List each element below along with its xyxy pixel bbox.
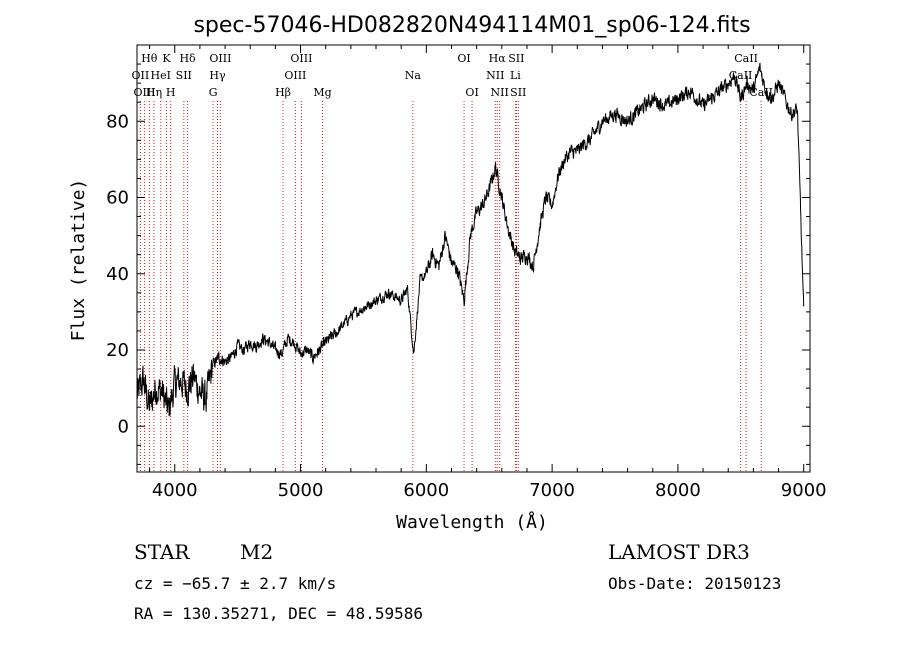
x-tick-label-3: 7000 bbox=[529, 480, 575, 501]
coordinates: RA = 130.35271, DEC = 48.59586 bbox=[134, 604, 423, 623]
y-axis-label: Flux (relative) bbox=[68, 179, 89, 342]
line-label-12: Hγ bbox=[209, 69, 226, 82]
y-tick-label-3: 60 bbox=[106, 188, 129, 209]
spectral-line-markers bbox=[139, 101, 762, 472]
line-label-2: Hδ bbox=[179, 52, 196, 65]
x-tick-label-2: 6000 bbox=[403, 480, 449, 501]
x-tick-label-0: 4000 bbox=[152, 480, 198, 501]
chart-title: spec-57046-HD082820N494114M01_sp06-124.f… bbox=[193, 13, 750, 38]
y-tick-label-2: 40 bbox=[106, 264, 129, 285]
line-label-6: Hα bbox=[489, 52, 507, 65]
flux-series-line bbox=[136, 62, 805, 417]
line-label-8: CaII bbox=[734, 52, 758, 65]
x-tick-label-4: 8000 bbox=[655, 480, 701, 501]
y-axis-ticks: 0 20 40 60 80 bbox=[106, 63, 810, 465]
line-label-22: Hβ bbox=[275, 86, 291, 99]
line-label-1: K bbox=[162, 52, 171, 65]
object-class: STAR bbox=[134, 540, 190, 564]
line-label-23: Mg bbox=[313, 86, 331, 99]
y-tick-label-1: 20 bbox=[106, 340, 129, 361]
line-label-13: OIII bbox=[284, 69, 306, 82]
line-label-3: OIII bbox=[209, 52, 231, 65]
redshift-cz: cz = −65.7 ± 2.7 km/s bbox=[134, 574, 337, 593]
line-label-25: NII bbox=[491, 86, 509, 99]
x-axis-label: Wavelength (Å) bbox=[396, 511, 548, 533]
object-subclass: M2 bbox=[240, 540, 274, 564]
line-label-21: G bbox=[209, 86, 218, 99]
line-label-11: SII bbox=[176, 69, 192, 82]
line-label-7: SII bbox=[508, 52, 524, 65]
line-label-19: Hη bbox=[146, 86, 162, 99]
line-label-5: OI bbox=[457, 52, 470, 65]
line-label-10: HeI bbox=[151, 69, 171, 82]
line-label-9: OII bbox=[132, 69, 150, 82]
line-label-20: H bbox=[166, 86, 176, 99]
x-tick-label-1: 5000 bbox=[278, 480, 324, 501]
y-tick-label-4: 80 bbox=[106, 111, 129, 132]
line-label-0: Hθ bbox=[141, 52, 158, 65]
x-tick-label-5: 9000 bbox=[781, 480, 827, 501]
observation-date: Obs-Date: 20150123 bbox=[608, 574, 782, 593]
line-label-15: NII bbox=[486, 69, 504, 82]
line-label-16: Li bbox=[510, 69, 521, 82]
x-axis-ticks: 4000 5000 6000 7000 8000 9000 bbox=[149, 45, 827, 501]
line-label-14: Na bbox=[405, 69, 422, 82]
line-label-18: OIII bbox=[134, 86, 156, 99]
line-label-26: SII bbox=[510, 86, 526, 99]
y-tick-label-0: 0 bbox=[118, 416, 129, 437]
survey-name: LAMOST DR3 bbox=[608, 540, 750, 564]
line-label-24: OI bbox=[465, 86, 478, 99]
plot-frame bbox=[136, 44, 811, 473]
line-label-4: OIII bbox=[290, 52, 312, 65]
